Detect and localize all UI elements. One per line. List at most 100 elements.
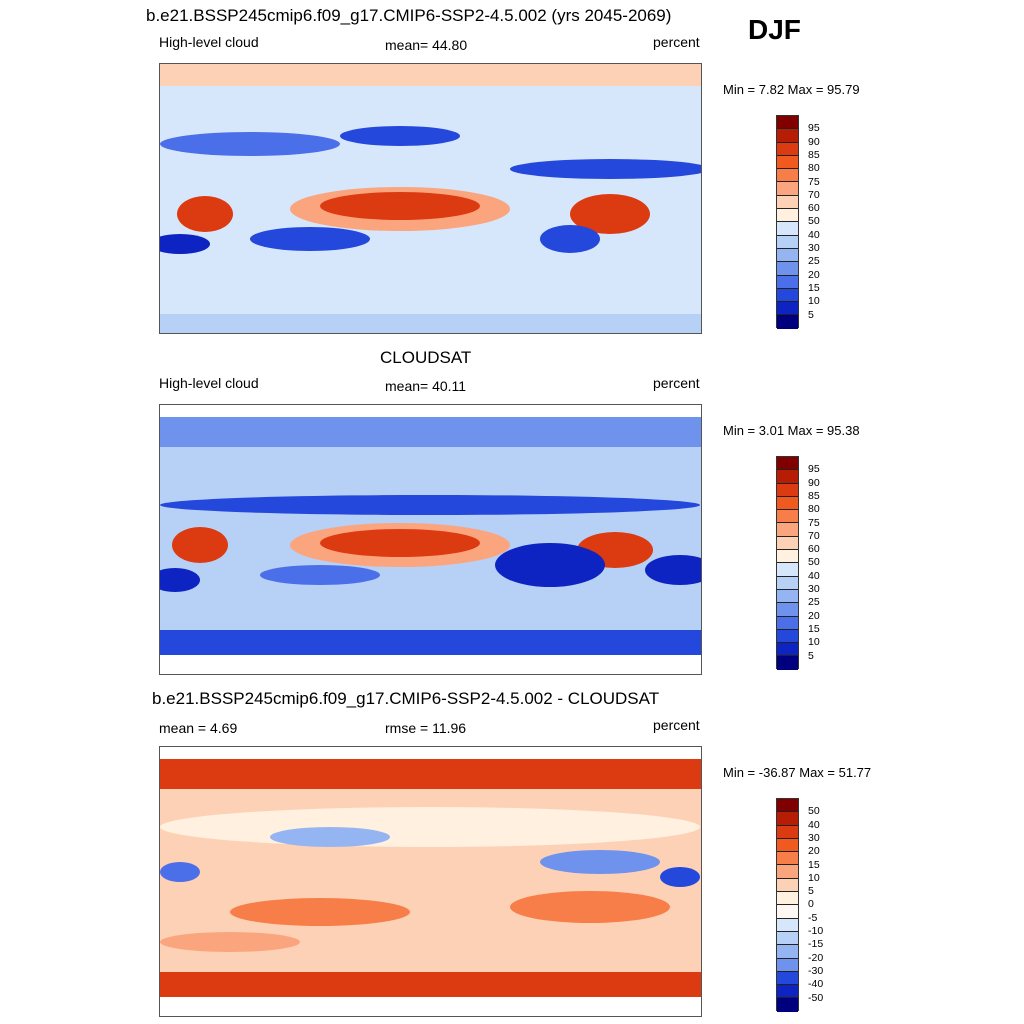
season-label: DJF xyxy=(748,14,801,45)
subtropic-low-band xyxy=(510,159,701,179)
colorbar-tick-label: -5 xyxy=(808,911,818,924)
colorbar-segment xyxy=(777,825,798,839)
panel-3-colorbar xyxy=(776,798,799,1012)
colorbar-segment xyxy=(777,288,798,303)
colorbar-tick-label: 80 xyxy=(808,162,820,175)
colorbar-segment xyxy=(777,195,798,210)
panel-2-title: CLOUDSAT xyxy=(380,348,472,367)
panel-2-colorbar xyxy=(776,456,799,670)
colorbar-segment xyxy=(777,603,798,617)
colorbar-segment xyxy=(777,931,798,946)
colorbar-segment xyxy=(777,248,798,263)
panel-1-units-label: percent xyxy=(653,34,700,50)
southern-low-band xyxy=(160,234,210,254)
missing-data-band xyxy=(160,655,701,674)
colorbar-tick-label: -15 xyxy=(808,938,824,951)
southern-low-band xyxy=(250,227,370,251)
colorbar-tick-label: 25 xyxy=(808,596,820,609)
colorbar-tick-label: 90 xyxy=(808,476,820,489)
colorbar-tick-label: 5 xyxy=(808,308,814,321)
colorbar-segment xyxy=(777,852,798,866)
colorbar-segment xyxy=(777,155,798,170)
southern-low-band xyxy=(540,225,600,253)
negative-diff-patch xyxy=(270,827,390,847)
southern-low-band xyxy=(160,568,200,592)
map-background xyxy=(160,747,701,1016)
southern-low-band xyxy=(645,555,701,585)
colorbar-segment xyxy=(777,629,798,644)
panel-1-min-max: Min = 7.82 Max = 95.79 xyxy=(723,82,860,97)
missing-data-band xyxy=(160,997,701,1016)
colorbar-segment xyxy=(777,235,798,249)
colorbar-tick-label: 10 xyxy=(808,295,820,308)
colorbar-segment xyxy=(777,958,798,972)
subtropic-low-band xyxy=(160,495,700,515)
panel-1-map xyxy=(159,63,702,334)
panel-1-title: b.e21.BSSP245cmip6.f09_g17.CMIP6-SSP2-4.… xyxy=(146,6,672,25)
panel-3-map xyxy=(159,746,702,1017)
colorbar-segment xyxy=(777,142,798,156)
colorbar-tick-label: 20 xyxy=(808,845,820,858)
negative-diff-patch xyxy=(540,850,660,874)
colorbar-tick-label: -10 xyxy=(808,925,824,937)
colorbar-tick-label: 30 xyxy=(808,583,820,595)
amazon-high-cloud xyxy=(570,194,650,234)
colorbar-segment xyxy=(777,616,798,630)
colorbar-segment xyxy=(777,656,798,670)
colorbar-tick-label: 50 xyxy=(808,805,820,818)
positive-diff-patch xyxy=(230,898,410,926)
colorbar-tick-label: 15 xyxy=(808,622,820,635)
colorbar-tick-label: 40 xyxy=(808,228,820,241)
colorbar-segment xyxy=(777,918,798,932)
panel-3-mean-label: mean = 4.69 xyxy=(159,720,238,736)
missing-data-band xyxy=(160,747,701,759)
panel-1-mean-label: mean= 44.80 xyxy=(385,37,468,53)
colorbar-segment xyxy=(777,209,798,223)
panel-1-colorbar xyxy=(776,115,799,329)
colorbar-segment xyxy=(777,169,798,183)
colorbar-segment xyxy=(777,550,798,564)
panel-2-units-label: percent xyxy=(653,375,700,391)
colorbar-tick-label: 30 xyxy=(808,831,820,844)
colorbar-tick-label: -20 xyxy=(808,951,824,964)
panel-3-min-max: Min = -36.87 Max = 51.77 xyxy=(723,765,872,780)
positive-diff-patch xyxy=(510,891,670,923)
colorbar-segment xyxy=(777,536,798,551)
subtropic-low-band xyxy=(160,132,340,156)
colorbar-segment xyxy=(777,945,798,959)
negative-diff-patch xyxy=(160,862,200,882)
mid-lat-diff-band xyxy=(160,807,700,847)
africa-high-cloud xyxy=(177,196,233,232)
colorbar-segment xyxy=(777,496,798,511)
colorbar-tick-label: 90 xyxy=(808,135,820,148)
colorbar-tick-label: 95 xyxy=(808,463,820,476)
colorbar-tick-label: 0 xyxy=(808,898,814,911)
southern-low-band xyxy=(495,543,605,587)
panel-2-min-max: Min = 3.01 Max = 95.38 xyxy=(723,423,860,438)
colorbar-segment xyxy=(777,116,798,130)
colorbar-segment xyxy=(777,457,798,471)
arctic-band xyxy=(160,64,701,86)
colorbar-segment xyxy=(777,182,798,196)
panel-3-rmse-label: rmse = 11.96 xyxy=(385,720,467,736)
colorbar-segment xyxy=(777,589,798,604)
colorbar-tick-label: 60 xyxy=(808,543,820,556)
colorbar-segment xyxy=(777,275,798,289)
panel-2-mean-label: mean= 40.11 xyxy=(385,378,467,394)
arctic-band xyxy=(160,759,701,789)
colorbar-tick-label: -30 xyxy=(808,964,824,977)
colorbar-segment xyxy=(777,563,798,577)
colorbar-tick-label: 10 xyxy=(808,871,820,884)
colorbar-tick-label: 5 xyxy=(808,885,814,898)
colorbar-tick-label: 85 xyxy=(808,148,820,161)
southern-low-band xyxy=(260,565,380,585)
colorbar-segment xyxy=(777,838,798,853)
colorbar-segment xyxy=(777,222,798,236)
colorbar-tick-label: 25 xyxy=(808,255,820,268)
missing-data-band xyxy=(160,405,701,417)
colorbar-segment xyxy=(777,315,798,329)
colorbar-tick-label: 75 xyxy=(808,516,820,529)
colorbar-segment xyxy=(777,510,798,524)
colorbar-tick-label: 15 xyxy=(808,281,820,294)
arctic-band xyxy=(160,417,701,447)
